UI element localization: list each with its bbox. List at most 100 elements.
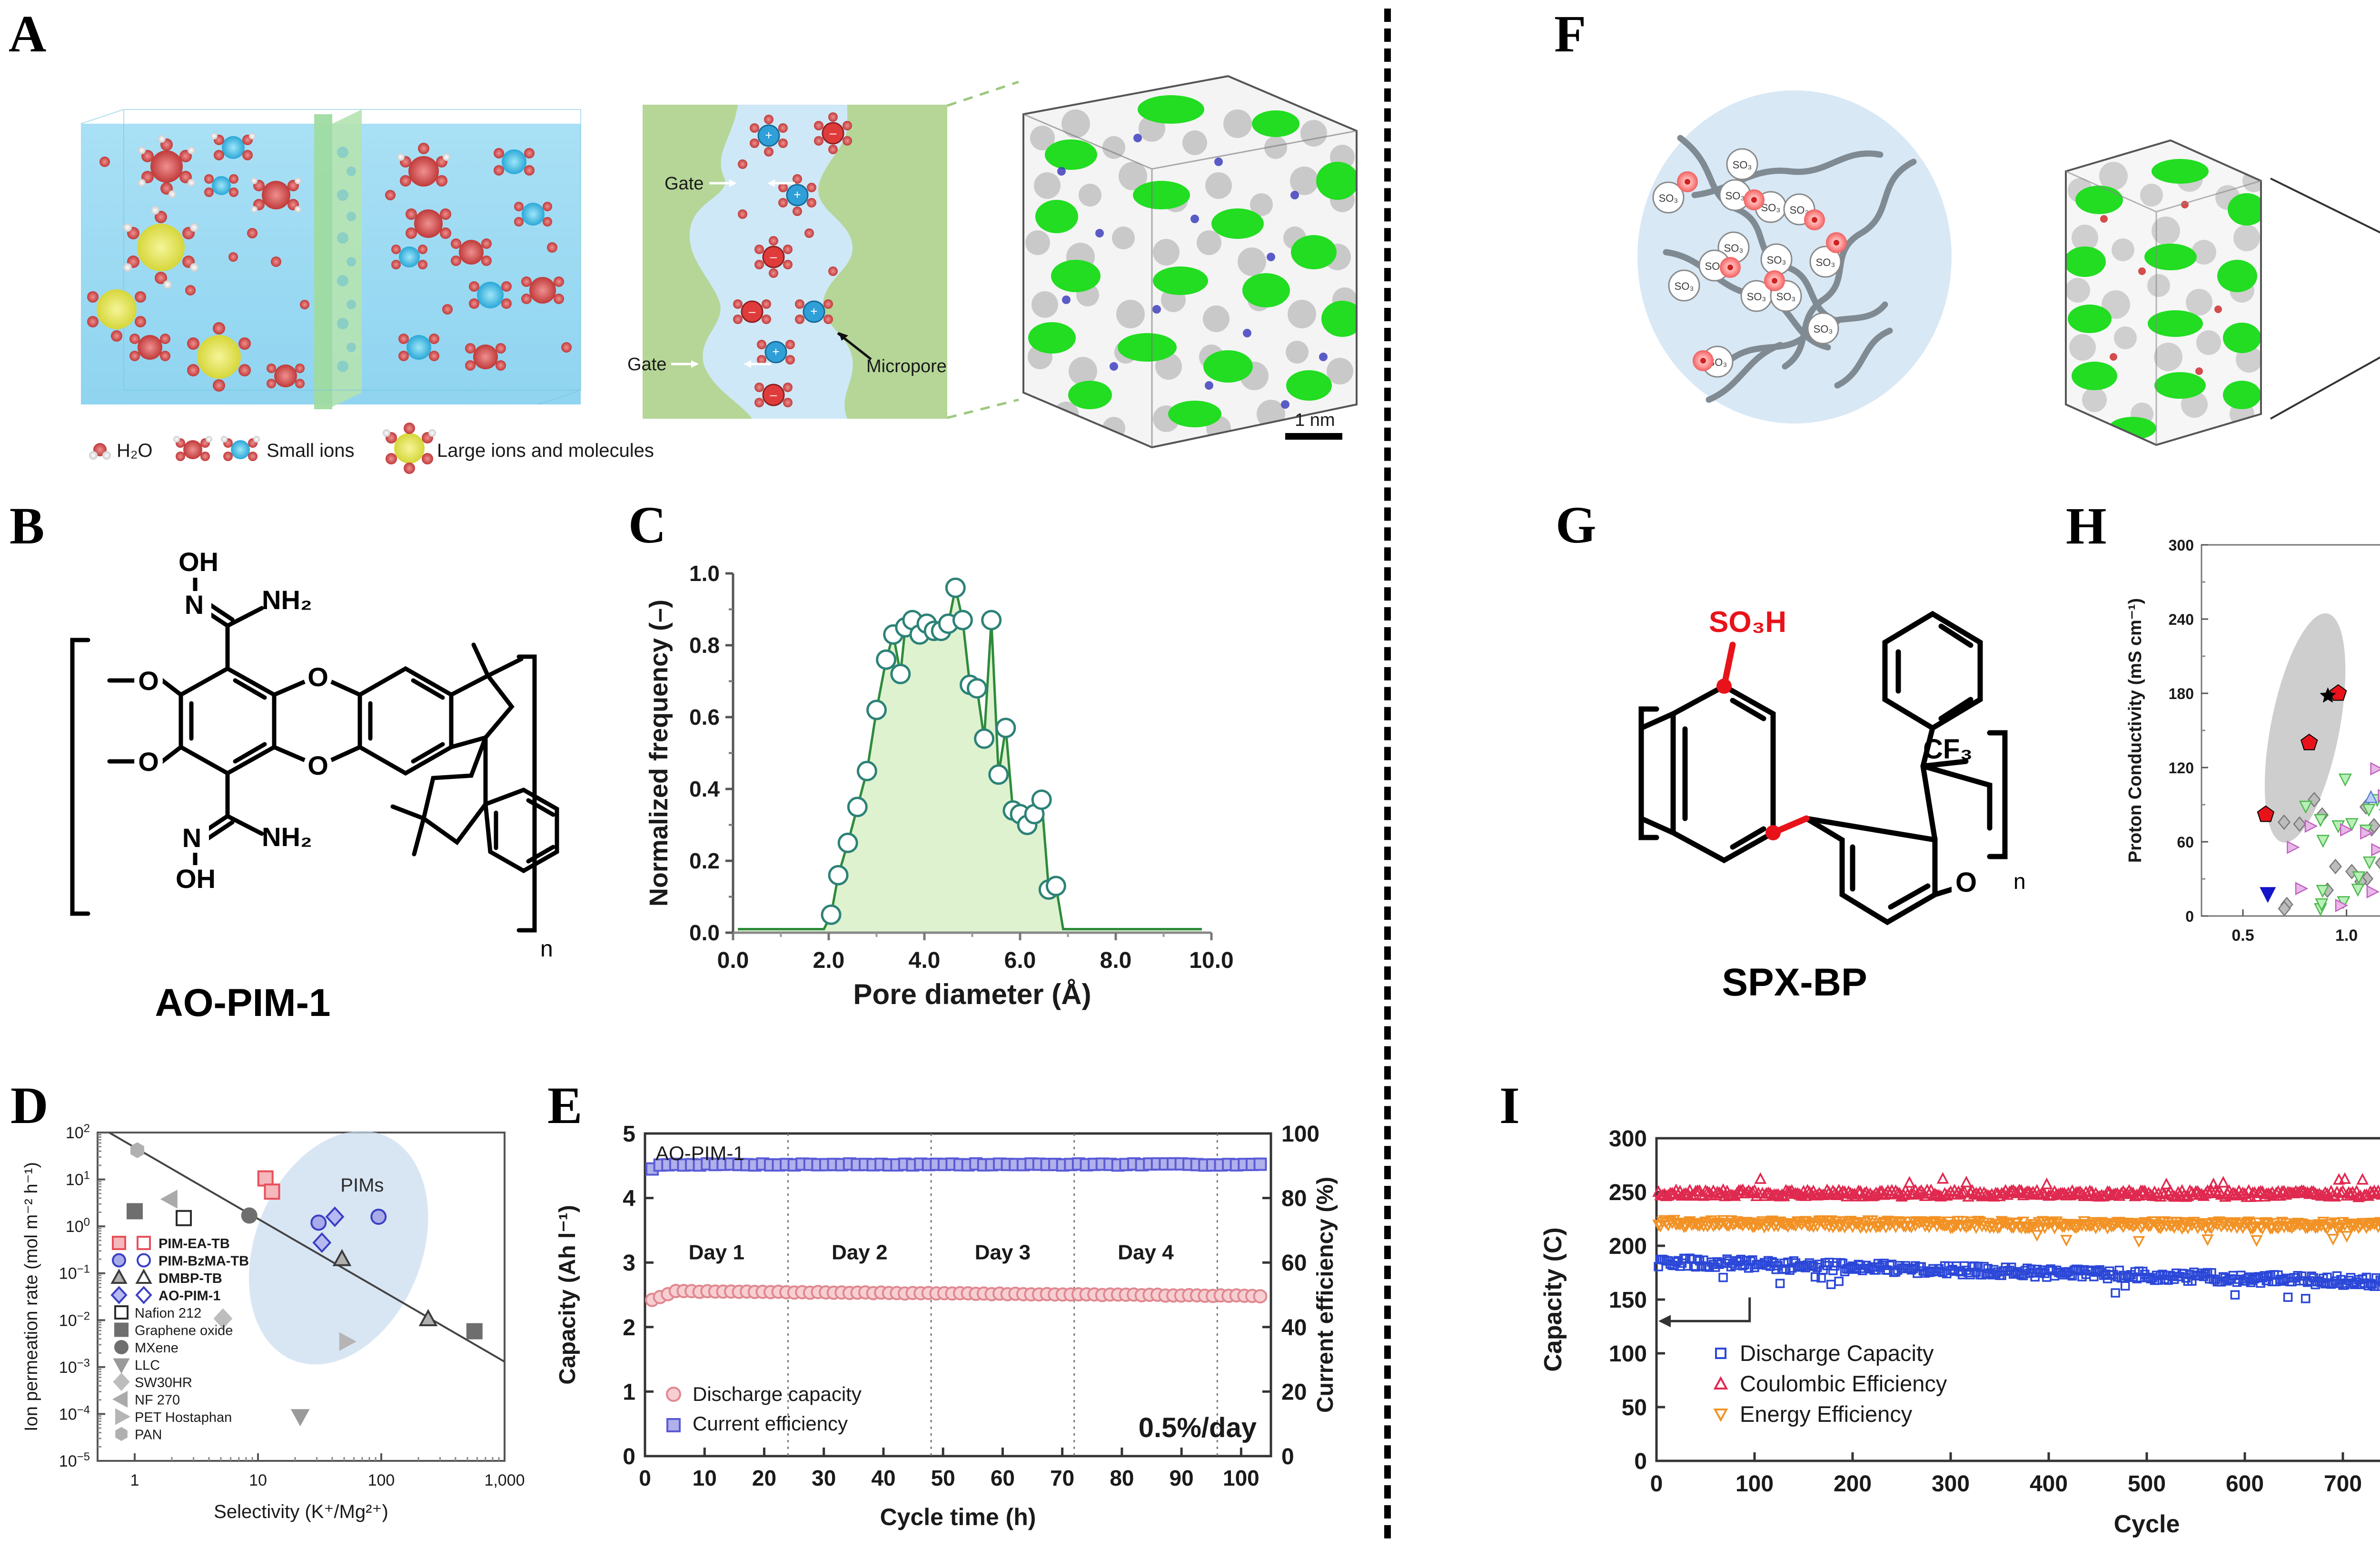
data-point-discharge-capacity [2283,1292,2293,1302]
data-point-coulombic-efficiency [1744,1186,1757,1198]
svg-text:–: – [749,304,756,318]
data-point-coulombic-efficiency [2337,1184,2349,1197]
atom-label-n-bottom: N [182,823,201,853]
legend-marker-current-efficiency [666,1418,681,1432]
y-tick-label: 3 [623,1251,635,1276]
data-point-pim-bzma-tb [370,1209,387,1225]
svg-text:SO₃: SO₃ [1816,256,1835,268]
atom-label-o3: O [307,662,328,692]
panel-e-series-title: AO-PIM-1 [655,1142,744,1164]
data-point-spx-bp [2329,684,2347,701]
data-point-block [2360,826,2373,840]
data-point-marker [981,610,1002,631]
data-point-energy-efficiency [1903,1221,1916,1232]
x-tick-label: 10 [693,1466,717,1490]
day-marker-label: Day 2 [832,1241,887,1264]
data-point-pim-ea-tb [257,1170,274,1187]
data-point-energy-efficiency [2201,1234,2214,1246]
x-tick-label: 100 [368,1471,395,1489]
data-point-marker [988,764,1009,785]
y2-tick-label: 20 [1281,1379,1307,1405]
data-point-coulombic-efficiency [1954,1187,1967,1200]
data-point-energy-efficiency [2376,1221,2380,1229]
legend-label-discharge-capacity: Discharge Capacity [1740,1340,1934,1366]
structure-name-ao-pim-1: AO-PIM-1 [155,981,331,1025]
data-point-coulombic-efficiency [1746,1185,1759,1197]
y-tick-label: 200 [1609,1234,1647,1259]
data-point-nafion-117 [2320,687,2336,703]
y-tick-label: 300 [1609,1126,1647,1152]
panel-label-a: A [9,5,47,63]
legend-marker-open [135,1268,152,1284]
legend-marker [115,1408,131,1425]
data-point-marker [1045,876,1066,897]
data-point-coulombic-efficiency [1829,1186,1841,1199]
data-point-side-chain-comb-shaped [2351,884,2365,897]
legend-marker-discharge-capacity [1715,1348,1726,1359]
panel-b-structure: O O O O N N OH OH NH₂ NH₂ n AO-PIM-1 [43,538,581,1052]
data-point-discharge-capacity [2377,1277,2380,1287]
legend-label: PET Hostaphan [135,1410,232,1425]
data-point-coulombic-efficiency [2334,1186,2347,1198]
data-point-side-chain-comb-shaped [2345,818,2359,831]
panel-c-chart: 0.0 0.2 0.4 0.6 0.8 1.0 0.0 2.0 4.0 6.0 8.0 10.0 Por… [633,533,1234,1042]
x-tick-label: 30 [812,1466,836,1490]
y-tick-label: 0 [2185,908,2194,925]
data-point-energy-efficiency [2070,1222,2082,1234]
panel-f-polymer-schematic: SO₃ SO₃ SO₃ SO₃ SO₃ SO₃ SO₃ SO₃ SO₃ SO₃ … [1637,90,1952,424]
ether-oxygen-label: O [1955,867,1977,898]
y2-axis-title: Current efficiency (%) [1313,1177,1338,1413]
y-axis-title: Normalized frequency (–) [645,600,673,907]
legend-label-water: H₂O [117,440,153,461]
left-arrow-path [1667,1297,1751,1322]
sulfonation-site [1716,679,1732,694]
y-tick-label: 250 [1609,1180,1647,1205]
legend-label: AO-PIM-1 [159,1289,221,1304]
panel-i-plot-area: 0501001502002503000204060801000100200300… [1539,1126,2380,1538]
x-tick-label: 100 [1735,1471,1774,1497]
panel-label-h: H [2066,497,2107,555]
data-point-spx-bp [2257,805,2275,822]
data-point-coulombic-efficiency [2372,1184,2380,1196]
svg-text:+: + [765,128,772,142]
atom-label-nh2-top: NH₂ [262,585,312,615]
data-point-coulombic-efficiency [1803,1185,1816,1198]
svg-text:SO₃: SO₃ [1814,323,1833,335]
hydrated-ion-cluster [87,133,572,392]
legend-marker [115,1427,128,1441]
y-tick-label: 100 [1609,1341,1647,1367]
data-point-block [2340,823,2353,837]
day-marker-label: Day 3 [975,1241,1031,1264]
linkage-site [1765,825,1781,840]
repeat-unit-n-g: n [2013,869,2026,894]
legend-marker-filled [112,1236,126,1250]
data-point-discharge-capacity [2120,1281,2130,1291]
y-tick-label: 1 [623,1379,635,1405]
data-point-energy-efficiency [1713,1220,1726,1232]
data-point-coulombic-efficiency [1919,1189,1932,1201]
legend-marker [114,1305,129,1320]
data-point-block [2335,898,2349,912]
legend-marker-filled [112,1253,126,1268]
x-tick-label: 50 [931,1466,955,1490]
data-point-energy-efficiency [1854,1222,1867,1234]
center-divider [1384,9,1391,1538]
x-tick-label: 10.0 [1189,948,1233,973]
panel-a-figure: + – + – – + + – Gate [29,52,1361,474]
data-point-energy-efficiency [1919,1221,1932,1232]
data-point-coulombic-efficiency [1936,1172,1949,1184]
sulfonate-group: SO₃ [1668,269,1700,302]
panel-d-legend: PIM-EA-TB PIM-BzMA-TB DMBP-TB AO-PIM-1 Nafio… [110,1236,249,1443]
data-point-marker [995,718,1016,739]
panel-d-chart: PIMs 10−5 10−4 10−3 10−2 10−1 100 101 102 1 10 100 1… [10,1118,533,1542]
data-point-energy-efficiency [2246,1223,2259,1235]
x-tick-label: 0.0 [717,948,749,973]
panel-i-legend: Discharge Capacity Coulombic Efficiency En… [1713,1340,1947,1427]
atom-label-n-top: N [185,590,204,620]
data-point-energy-efficiency [2095,1217,2108,1229]
data-point-clustered [2364,790,2378,803]
panel-e-chart: 0 1 2 3 4 5 0 20 40 60 80 100 0 10 20 30 40 50 60 70 80 90 100… [547,1113,1366,1542]
data-point-discharge-capacity [2111,1288,2120,1298]
y-axis-title: Ion permeation rate (mol m⁻² h⁻¹) [21,1162,41,1431]
x-axis-title: Cycle time (h) [880,1504,1036,1530]
